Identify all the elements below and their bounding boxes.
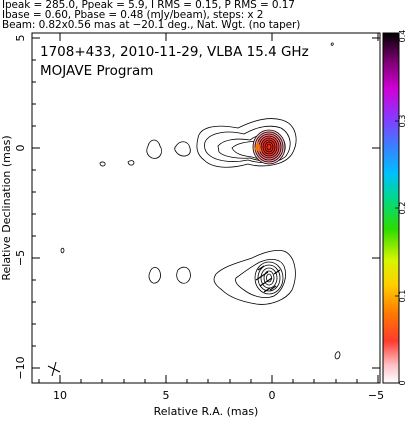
colorbar-tick-label: 0.3 — [398, 115, 407, 128]
plot-title: 1708+433, 2010-11-29, VLBA 15.4 GHz — [40, 44, 309, 60]
x-tick-marks — [38, 33, 379, 383]
colorbar-tick-label: 0.2 — [398, 202, 407, 215]
header-line-beam: Beam: 0.82x0.56 mas at −20.1 deg., Nat. … — [2, 19, 301, 31]
header-line-base: Ibase = 0.60, Pbase = 0.48 (mJy/beam), s… — [2, 9, 264, 21]
header-line-peak: Ipeak = 285.0, Ppeak = 5.9, I RMS = 0.15… — [2, 0, 295, 11]
colorbar-tick-label: 0.1 — [398, 290, 407, 303]
x-tick-label: 0 — [269, 389, 276, 402]
beam-icon — [47, 361, 61, 377]
polarization-map — [60, 247, 341, 360]
x-tick-label: 5 — [163, 389, 170, 402]
y-tick-label: 0 — [14, 145, 27, 152]
intensity-map — [99, 42, 334, 168]
y-tick-label: 5 — [14, 35, 27, 42]
y-tick-label: −5 — [14, 250, 27, 266]
colorbar-ticks — [395, 33, 399, 384]
x-axis-title: Relative R.A. (mas) — [154, 405, 259, 418]
x-tick-label: 10 — [53, 389, 67, 402]
y-axis-title: Relative Declination (mas) — [0, 135, 13, 280]
plot-subtitle: MOJAVE Program — [40, 63, 153, 79]
colorbar-tick-label: 0.4 — [398, 30, 407, 43]
plot-frame — [31, 32, 381, 384]
x-tick-label: −5 — [368, 389, 384, 402]
map-header: Ipeak = 285.0, Ppeak = 5.9, I RMS = 0.15… — [2, 0, 407, 30]
colorbar-tick-label: 0 — [398, 380, 407, 385]
y-tick-marks — [32, 37, 380, 369]
y-tick-label: −10 — [14, 356, 27, 379]
